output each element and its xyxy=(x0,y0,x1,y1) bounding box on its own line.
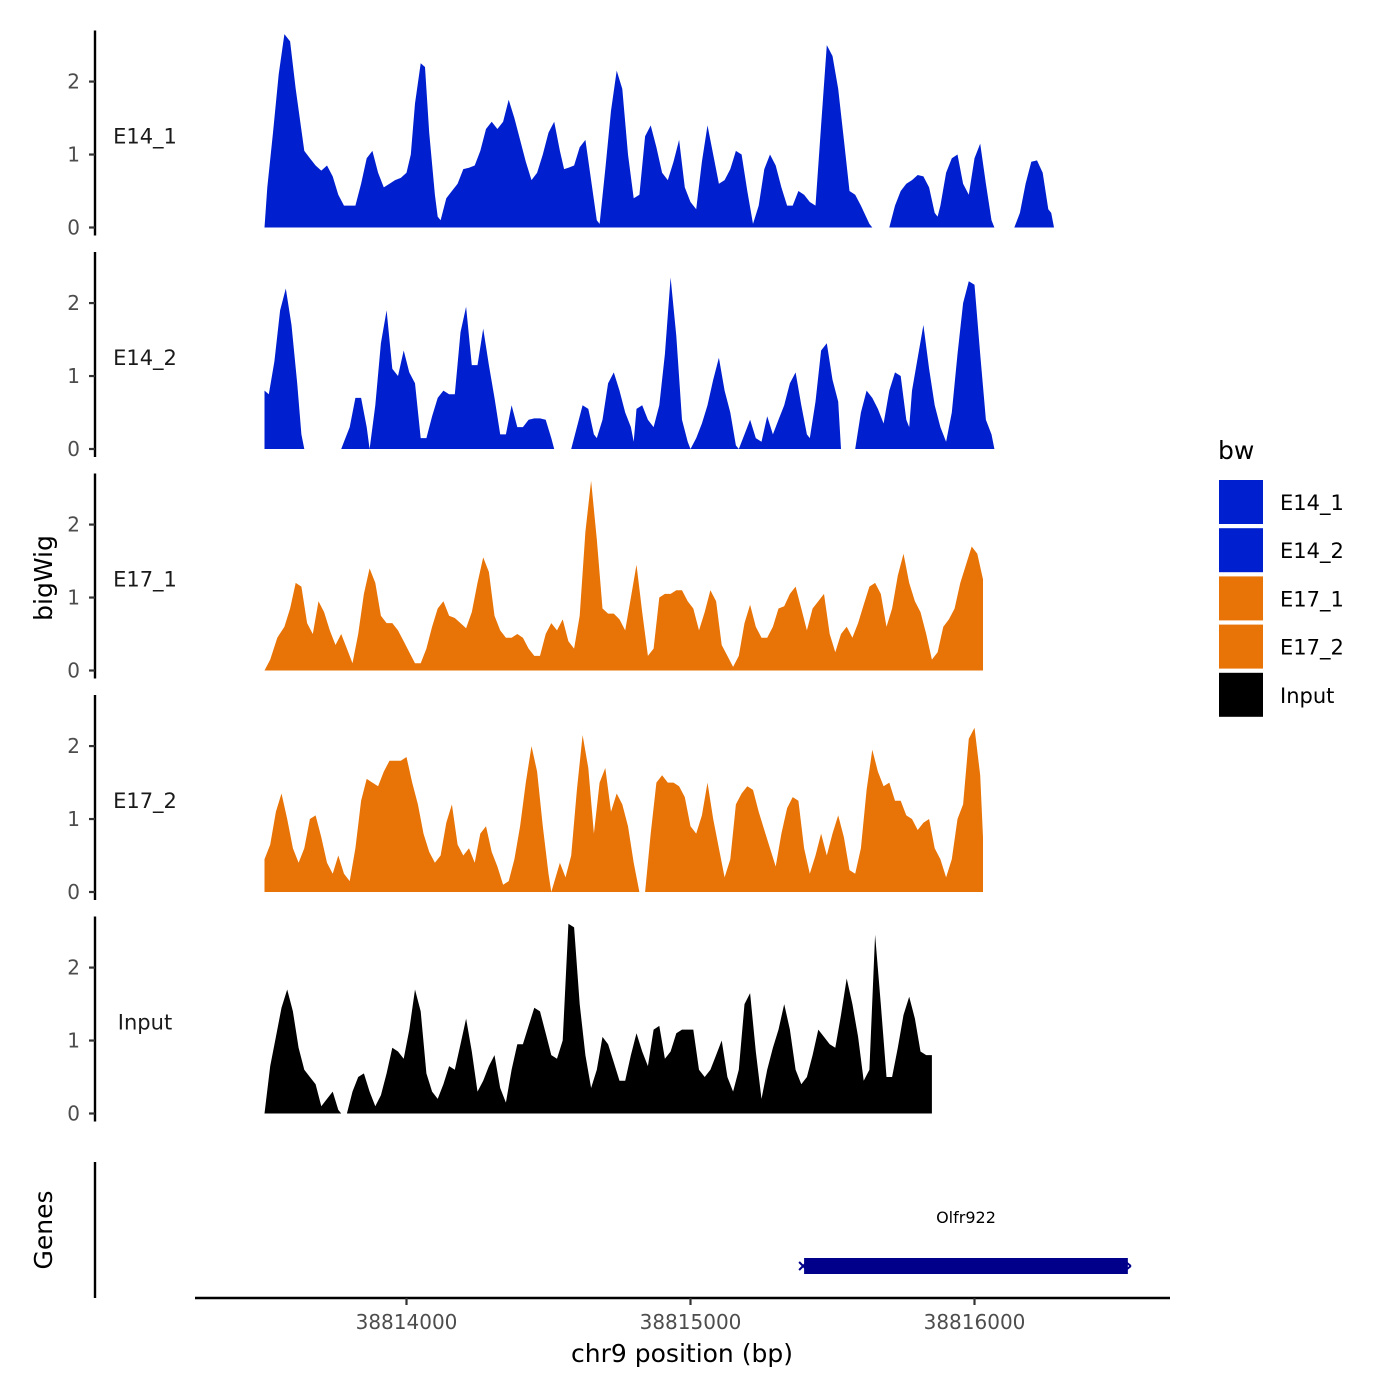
genes-panel-title: Genes xyxy=(29,1190,58,1269)
panel-e17_1: 0 1 2 E17_1 xyxy=(67,473,983,683)
y-tick-label: 1 xyxy=(67,586,80,610)
gene-end-marker xyxy=(1125,1261,1132,1271)
gene-olfr922: Olfr922 xyxy=(798,1208,1132,1274)
legend-label: E14_2 xyxy=(1280,539,1344,564)
track-label: E14_2 xyxy=(113,346,177,371)
coverage-area-e17_2 xyxy=(264,727,983,892)
legend-item-e14_1: E14_1 xyxy=(1219,480,1344,524)
legend-item-e17_1: E17_1 xyxy=(1219,576,1344,621)
x-tick-label: 38814000 xyxy=(356,1310,458,1334)
legend-swatch xyxy=(1219,576,1263,621)
gene-start-marker xyxy=(798,1261,808,1271)
genes-panel: Genes Olfr922 xyxy=(29,1162,1132,1298)
gene-end-tick xyxy=(1125,1261,1132,1267)
y-tick-label: 0 xyxy=(67,1102,80,1126)
legend-entries: E14_1 E14_2 E17_1 E17_2 Input xyxy=(1219,480,1344,717)
x-axis: 38814000 38815000 38816000 chr9 position (… xyxy=(195,1296,1170,1368)
track-label: E14_1 xyxy=(113,125,177,150)
y-tick-label: 1 xyxy=(67,1029,80,1053)
track-label: E17_2 xyxy=(113,789,177,814)
x-tick-label: 38816000 xyxy=(924,1310,1026,1334)
coverage-area-e14_1 xyxy=(264,34,1054,228)
y-tick-label: 1 xyxy=(67,364,80,388)
track-label: E17_1 xyxy=(113,568,177,593)
y-tick-label: 2 xyxy=(67,956,80,980)
coverage-area-input xyxy=(264,923,932,1114)
legend-swatch xyxy=(1219,528,1263,573)
legend-item-e14_2: E14_2 xyxy=(1219,528,1344,573)
legend-swatch xyxy=(1219,624,1263,669)
panel-e17_2: 0 1 2 E17_2 xyxy=(67,695,983,904)
y-tick-label: 2 xyxy=(67,734,80,758)
track-label: Input xyxy=(118,1011,172,1035)
x-axis-ticks: 38814000 38815000 38816000 xyxy=(356,1298,1026,1334)
legend-label: Input xyxy=(1280,684,1334,708)
y-tick-label: 2 xyxy=(67,291,80,315)
coverage-area-e14_2 xyxy=(264,277,995,449)
legend-label: E14_1 xyxy=(1280,491,1344,516)
panel-e14_2: 0 1 2 E14_2 xyxy=(67,252,995,461)
y-axis-title: bigWig xyxy=(29,535,58,621)
y-tick-label: 1 xyxy=(67,807,80,831)
y-tick-label: 1 xyxy=(67,143,80,167)
coverage-area-e17_1 xyxy=(264,480,983,671)
y-tick-label: 0 xyxy=(67,437,80,461)
gene-body-bar xyxy=(804,1258,1128,1274)
gene-start-tick xyxy=(798,1261,808,1271)
track-panels: 0 1 2 E14_1 0 1 2 E14_2 0 1 2 E17_1 0 1 2 E17_2 0 1 2 Input xyxy=(67,30,1054,1126)
x-tick-label: 38815000 xyxy=(640,1310,742,1334)
panel-e14_1: 0 1 2 E14_1 xyxy=(67,30,1054,240)
legend-label: E17_1 xyxy=(1280,587,1344,612)
gene-name-label: Olfr922 xyxy=(936,1208,996,1227)
legend-title: bw xyxy=(1218,436,1254,465)
legend-item-input: Input xyxy=(1219,672,1334,717)
y-tick-label: 0 xyxy=(67,659,80,683)
gene-end-tick xyxy=(1125,1265,1132,1271)
x-axis-title: chr9 position (bp) xyxy=(571,1339,793,1368)
legend: bw E14_1 E14_2 E17_1 E17_2 Input xyxy=(1218,436,1344,717)
legend-item-e17_2: E17_2 xyxy=(1219,624,1344,669)
legend-label: E17_2 xyxy=(1280,636,1344,661)
y-tick-label: 2 xyxy=(67,513,80,537)
y-tick-label: 0 xyxy=(67,216,80,240)
legend-swatch xyxy=(1219,672,1263,717)
y-tick-label: 2 xyxy=(67,70,80,94)
y-tick-label: 0 xyxy=(67,880,80,904)
panel-input: 0 1 2 Input xyxy=(67,916,932,1126)
legend-swatch xyxy=(1219,480,1263,524)
